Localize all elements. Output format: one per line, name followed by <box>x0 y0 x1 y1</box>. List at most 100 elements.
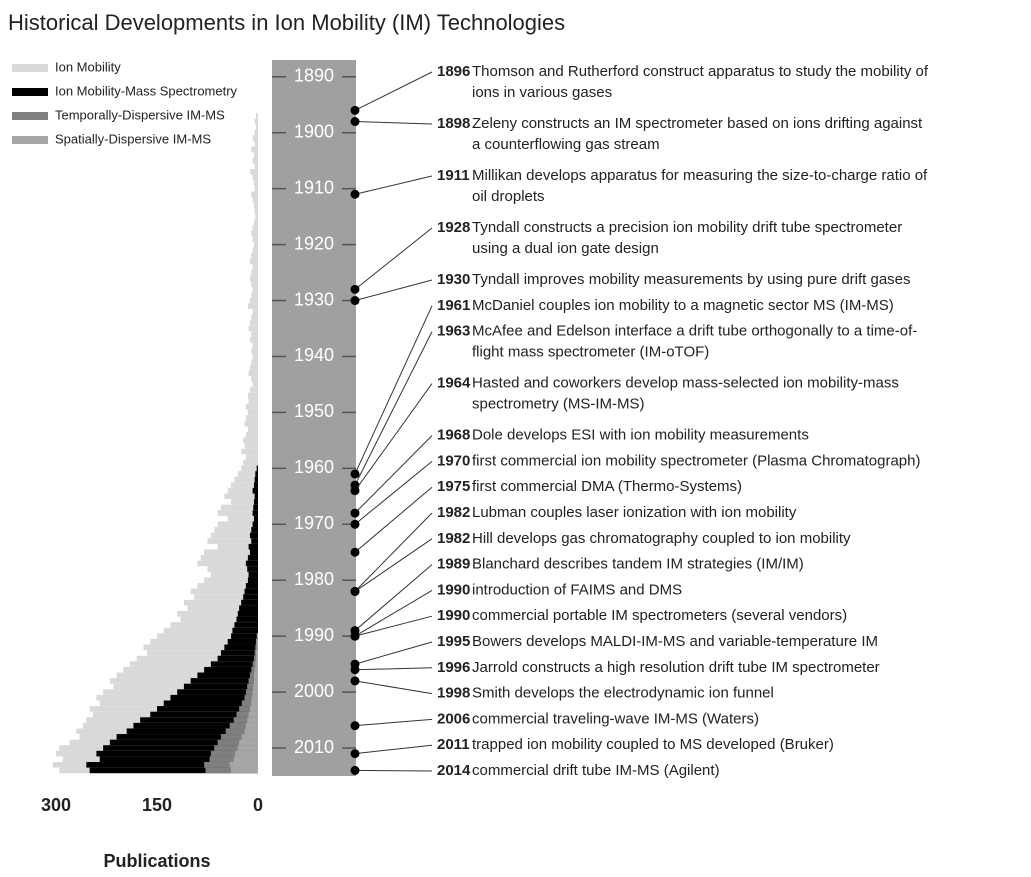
bar <box>249 387 258 393</box>
event-dot <box>350 469 360 479</box>
bar <box>257 633 258 639</box>
bar <box>227 487 258 494</box>
bar <box>207 566 258 572</box>
bar <box>123 666 258 673</box>
event-year: 1982 <box>437 504 470 521</box>
bar <box>253 672 258 679</box>
bar <box>254 666 258 673</box>
bar <box>252 135 258 142</box>
bar <box>237 610 258 617</box>
connector <box>354 279 433 302</box>
bar <box>248 543 258 550</box>
bar <box>254 118 258 125</box>
bar <box>252 487 258 494</box>
event-text: Dole develops ESI with ion mobility meas… <box>472 427 809 444</box>
bar <box>255 661 258 667</box>
event-text: Blanchard describes tandem IM strategies… <box>472 556 804 573</box>
y-tick-label: 1930 <box>294 289 334 309</box>
bar <box>255 113 258 119</box>
bar <box>236 616 258 623</box>
bar <box>252 689 258 695</box>
y-tick-label: 1950 <box>294 401 334 421</box>
legend-label: Ion Mobility <box>55 59 121 74</box>
bar <box>249 549 258 556</box>
connector <box>354 589 433 637</box>
bar <box>200 555 258 561</box>
event-text: commercial portable IM spectrometers (se… <box>472 607 847 624</box>
bar <box>252 225 258 231</box>
bar <box>256 638 258 645</box>
bar <box>89 767 259 774</box>
bar <box>252 174 258 181</box>
bar <box>146 650 258 656</box>
bar <box>251 191 258 198</box>
connector <box>354 331 433 486</box>
event-text: Hill develops gas chromatography coupled… <box>472 530 851 547</box>
bar <box>229 762 258 768</box>
event-year: 2011 <box>437 736 470 753</box>
bar <box>253 504 258 511</box>
bar <box>251 230 258 237</box>
bar <box>237 471 258 477</box>
y-tick-label: 2010 <box>294 737 334 757</box>
bar <box>252 247 258 253</box>
legend-label: Temporally-Dispersive IM-MS <box>55 107 225 122</box>
connector <box>354 305 433 475</box>
bar <box>244 443 258 449</box>
bar <box>235 750 258 757</box>
bar <box>245 454 258 460</box>
bar <box>253 219 258 226</box>
event-dot <box>350 631 360 641</box>
bar <box>254 129 258 136</box>
bar <box>249 320 258 326</box>
bar <box>249 336 258 343</box>
bar <box>244 694 258 701</box>
bar <box>248 325 258 332</box>
event-year: 2006 <box>437 710 470 727</box>
y-tick-label: 2000 <box>294 681 334 701</box>
bar <box>245 722 258 729</box>
bar <box>217 521 258 528</box>
event-year: 1990 <box>437 607 470 624</box>
event-year: 1968 <box>437 427 470 444</box>
bar <box>249 532 258 539</box>
bar <box>248 398 258 405</box>
event-dot <box>350 284 360 294</box>
bar <box>232 627 258 634</box>
bar <box>231 499 258 505</box>
bar <box>245 583 258 589</box>
bar <box>116 672 258 679</box>
event-text: trapped ion mobility coupled to MS devel… <box>472 736 834 753</box>
event-year: 1975 <box>437 478 470 495</box>
event-year: 1970 <box>437 452 470 469</box>
y-tick-label: 1960 <box>294 457 334 477</box>
event-text: Tyndall constructs a precision ion mobil… <box>472 219 902 236</box>
bar <box>247 409 258 416</box>
event-dot <box>350 586 360 596</box>
legend-swatch <box>12 136 48 144</box>
event-text: spectrometry (MS-IM-MS) <box>472 396 645 413</box>
bar <box>204 549 258 556</box>
bar <box>253 241 258 248</box>
bar <box>116 734 258 740</box>
bar <box>253 180 258 186</box>
event-year: 1930 <box>437 271 470 288</box>
bar <box>220 504 258 511</box>
connector <box>354 512 433 592</box>
bar <box>190 678 258 684</box>
event-year: 1995 <box>437 633 470 650</box>
bar <box>210 571 258 578</box>
event-text: a counterflowing gas stream <box>472 136 660 153</box>
bar <box>252 342 258 349</box>
event-dot <box>350 721 360 731</box>
bar <box>109 739 258 746</box>
x-axis-label: Publications <box>103 851 210 871</box>
bar <box>231 767 258 774</box>
y-tick-label: 1980 <box>294 569 334 589</box>
event-text: Zeleny constructs an IM spectrometer bas… <box>472 115 923 132</box>
bar <box>220 650 258 656</box>
event-year: 1996 <box>437 659 470 676</box>
bar <box>253 515 258 522</box>
bar <box>249 297 258 304</box>
bar <box>204 577 258 584</box>
